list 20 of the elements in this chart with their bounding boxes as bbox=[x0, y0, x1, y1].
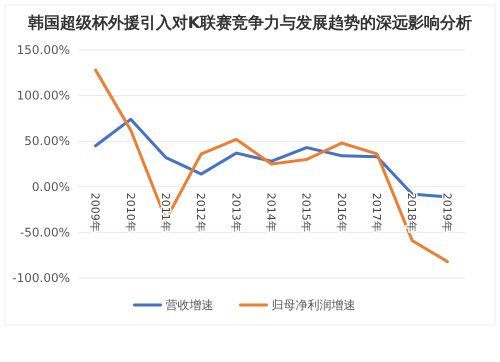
x-tick-label: 2014年 bbox=[264, 192, 278, 232]
y-tick-label: -50.00% bbox=[20, 225, 70, 240]
x-tick-label: 2011年 bbox=[158, 192, 172, 232]
x-tick-label: 2013年 bbox=[229, 192, 242, 232]
x-tick-label: 2015年 bbox=[300, 192, 313, 232]
y-tick-label: -100.00% bbox=[12, 271, 70, 285]
y-tick-label: 150.00% bbox=[16, 43, 70, 57]
y-tick-label: 0.00% bbox=[32, 180, 70, 194]
x-tick-label: 2009年 bbox=[88, 192, 102, 232]
x-tick-label: 2012年 bbox=[194, 192, 208, 232]
legend-label: 归母净利润增速 bbox=[272, 298, 356, 312]
y-tick-label: 100.00% bbox=[16, 88, 70, 103]
chart-title: 韩国超级杯外援引入对K联赛竞争力与发展趋势的深远影响分析 bbox=[26, 13, 472, 32]
legend-label: 营收增速 bbox=[166, 298, 214, 312]
x-tick-label: 2016年 bbox=[334, 192, 348, 232]
x-tick-label: 2017年 bbox=[370, 192, 384, 232]
x-tick-label: 2010年 bbox=[124, 192, 137, 232]
x-tick-label: 2019年 bbox=[440, 192, 454, 232]
x-tick-label: 2018年 bbox=[405, 192, 418, 232]
y-tick-label: 50.00% bbox=[24, 134, 70, 148]
